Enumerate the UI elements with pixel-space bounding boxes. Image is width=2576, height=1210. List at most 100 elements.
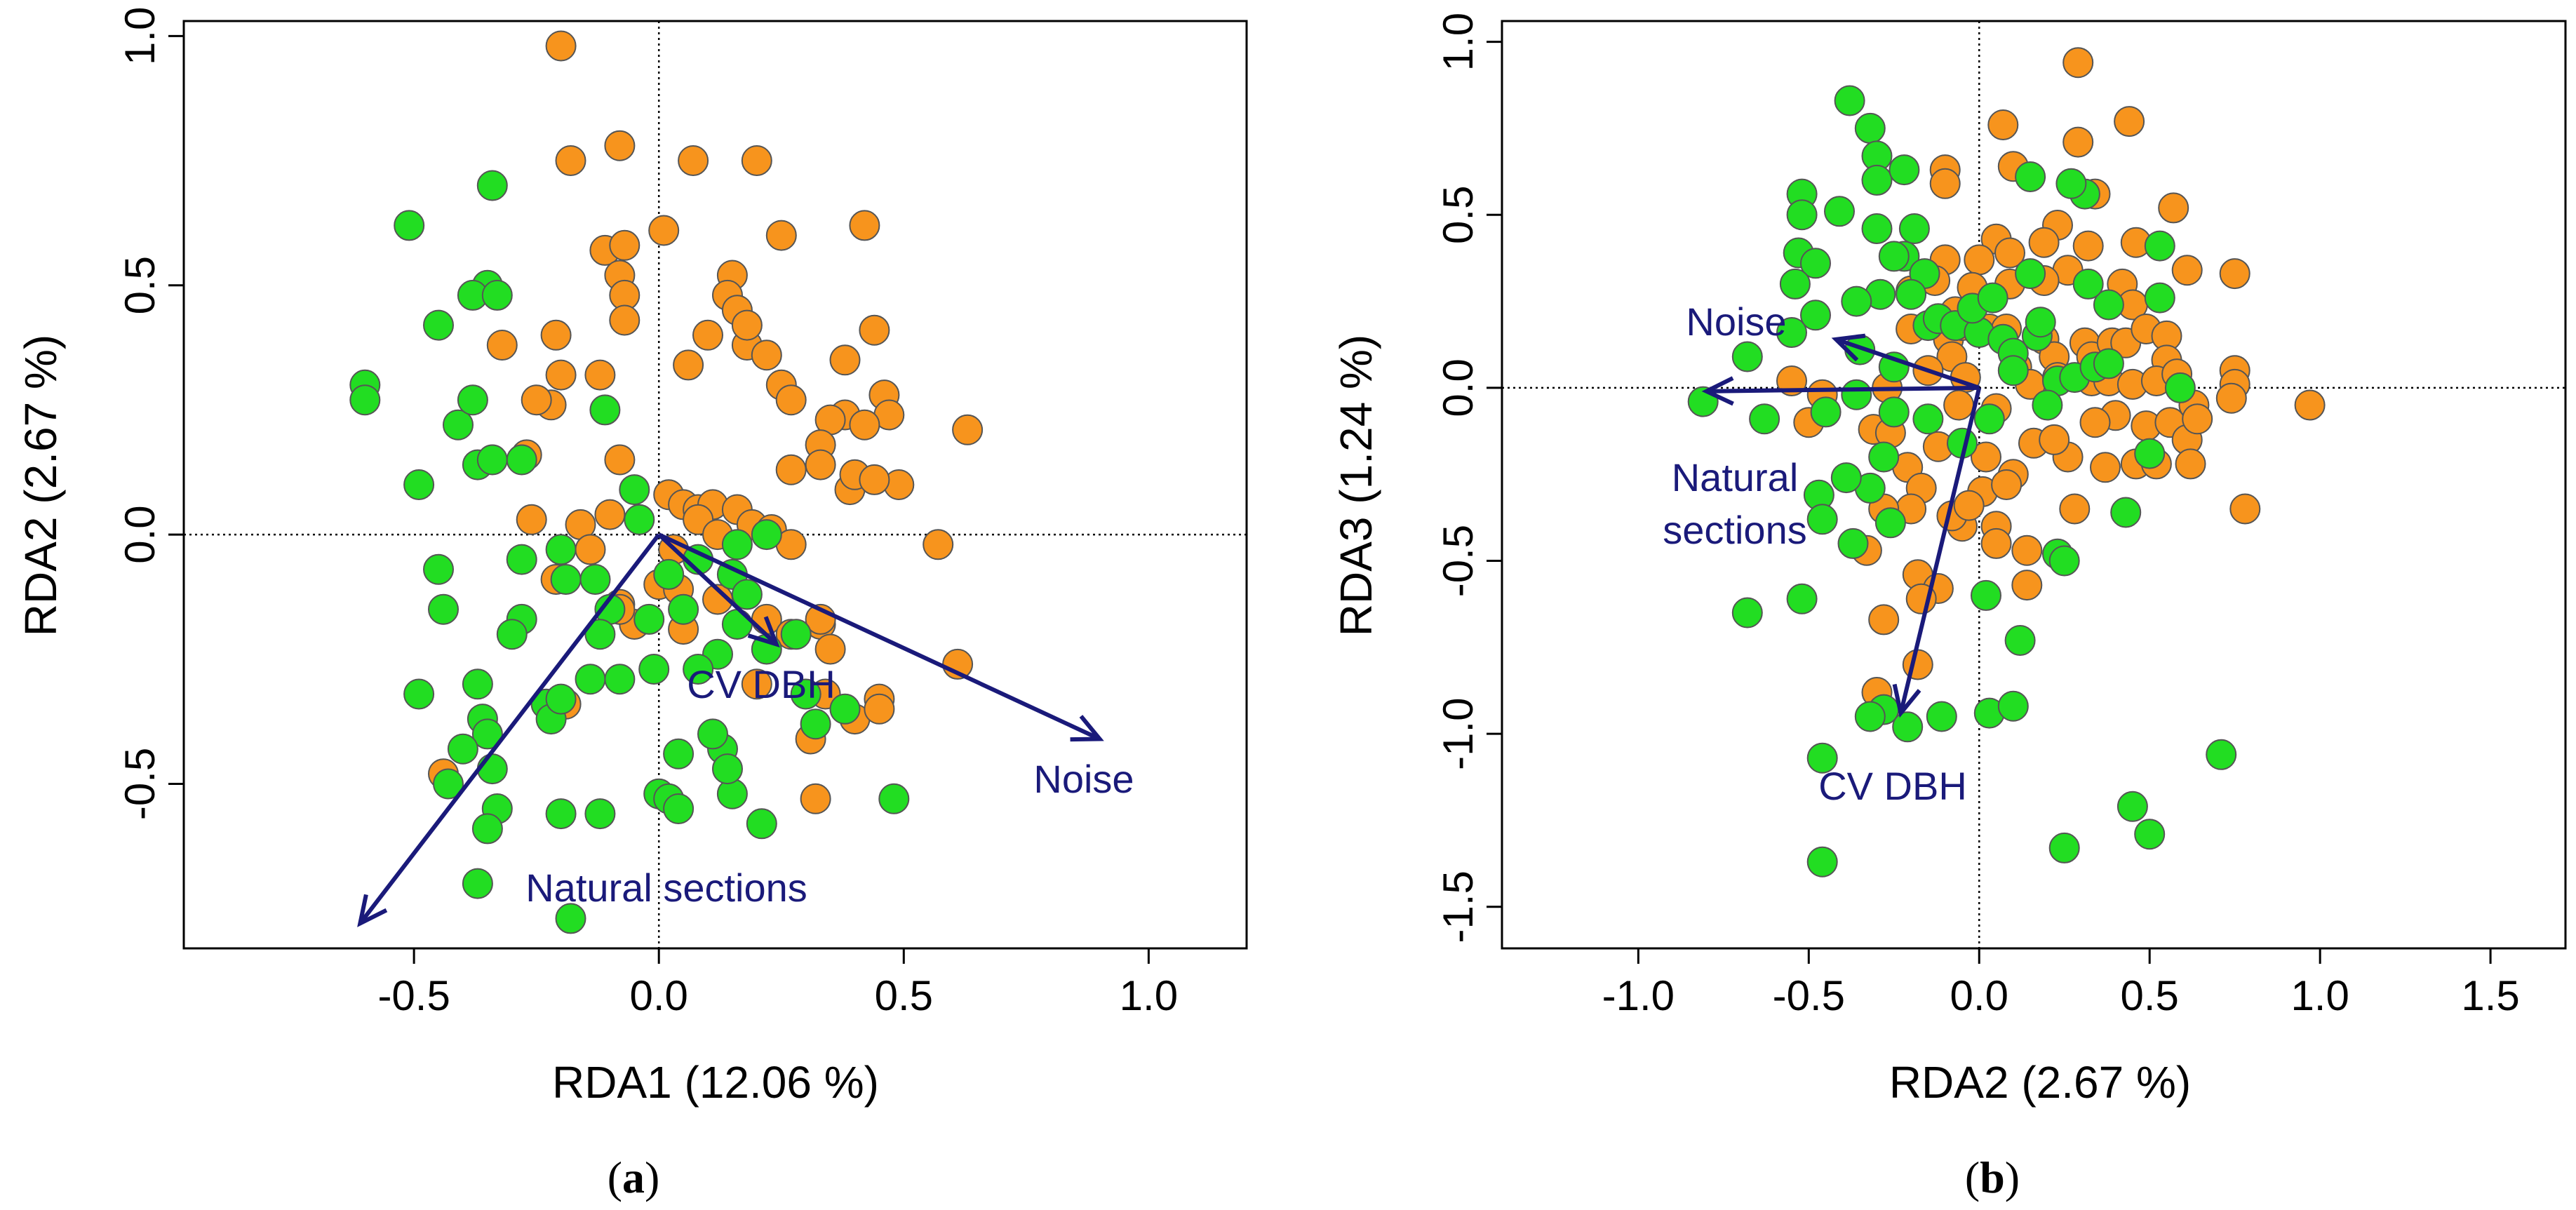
green-point: [2093, 289, 2124, 321]
green-point: [2015, 161, 2046, 192]
green-point: [1841, 285, 1872, 317]
green-point: [457, 384, 488, 416]
green-point: [1731, 341, 1763, 372]
green-point: [1973, 403, 2005, 435]
green-point: [584, 798, 616, 830]
green-point: [2032, 389, 2063, 421]
x-tick-label: 0.0: [630, 972, 688, 1019]
panel-a-letter: a: [622, 1152, 645, 1202]
arrowhead-cv-dbh: [1892, 683, 1921, 718]
green-point: [1997, 355, 2029, 386]
orange-point: [2182, 403, 2213, 435]
panel-a-plot-frame: [182, 20, 1248, 950]
panel-b-x-axis-title: RDA2 (2.67 %): [1889, 1057, 2191, 1108]
orange-point: [775, 454, 807, 485]
arrow-noise: [1835, 337, 1980, 390]
orange-point: [775, 384, 807, 416]
y-tick-label: -1.5: [1435, 870, 1482, 943]
green-point: [1861, 164, 1893, 196]
green-point: [2134, 819, 2166, 850]
arrowhead-natural-sections: [357, 894, 388, 927]
green-point: [1806, 846, 1838, 878]
green-point: [462, 868, 493, 899]
orange-point: [2229, 493, 2261, 525]
orange-point: [2072, 230, 2104, 262]
green-point: [1854, 112, 1886, 144]
orange-point: [805, 449, 836, 480]
green-point: [476, 753, 508, 785]
green-point: [1926, 701, 1957, 732]
arrow-label-cv-dbh: CV DBH: [687, 662, 836, 706]
green-point: [2206, 739, 2237, 770]
orange-point: [584, 359, 616, 391]
green-point: [423, 309, 454, 341]
y-tick-label: 0.0: [1435, 358, 1482, 417]
orange-point: [1868, 604, 1900, 636]
x-tick-label: -1.0: [1602, 972, 1675, 1019]
green-point: [1868, 441, 1900, 473]
orange-point: [1953, 490, 1985, 521]
green-point: [780, 619, 812, 650]
orange-point: [702, 584, 733, 615]
green-point: [433, 768, 464, 800]
green-point: [545, 798, 577, 830]
orange-point: [864, 693, 895, 725]
arrow-cv-dbh: [657, 532, 778, 646]
green-point: [1889, 154, 1920, 186]
green-point: [1786, 199, 1818, 231]
green-point: [2048, 545, 2080, 577]
green-point: [2164, 372, 2196, 403]
panel-a-label: (a): [608, 1152, 660, 1202]
orange-point: [1994, 237, 2025, 269]
green-point: [2015, 258, 2046, 290]
panel-b-chart: Noise Natural sections CV DBH -1.0 -0.5 0.…: [1331, 13, 2567, 1202]
orange-point: [1991, 469, 2022, 500]
orange-point: [2171, 255, 2203, 286]
green-point: [471, 813, 503, 845]
orange-point: [2294, 389, 2326, 421]
green-point: [349, 384, 381, 416]
orange-point: [604, 444, 636, 476]
arrowhead-noise: [1831, 333, 1866, 362]
orange-point: [521, 384, 552, 416]
panel-b-y-axis-title: RDA3 (1.24 %): [1331, 335, 1381, 636]
orange-point: [540, 319, 572, 351]
green-point: [746, 808, 777, 840]
green-point: [604, 664, 636, 695]
green-point: [751, 519, 782, 551]
orange-point: [1964, 244, 1995, 276]
green-point: [584, 619, 616, 650]
orange-point: [741, 668, 772, 700]
orange-point: [952, 414, 984, 445]
green-point: [1997, 690, 2029, 722]
green-point: [663, 793, 695, 824]
green-point: [506, 544, 537, 575]
green-point: [1776, 317, 1807, 348]
orange-point: [1943, 389, 1975, 421]
panel-a-chart: Noise CV DBH Natural sections -0.5 0.0 0.5…: [15, 7, 1248, 1202]
green-point: [2048, 832, 2080, 863]
orange-point: [1971, 441, 2001, 473]
green-point: [1977, 282, 2008, 314]
x-tick-label: 1.0: [2290, 972, 2349, 1019]
orange-point: [849, 210, 880, 241]
green-point: [1834, 85, 1865, 116]
green-point: [476, 444, 508, 476]
green-point: [638, 654, 670, 685]
x-tick-label: -0.5: [377, 972, 450, 1019]
green-point: [2093, 348, 2124, 379]
green-point: [790, 678, 821, 710]
green-point: [1854, 701, 1886, 732]
green-point: [721, 609, 753, 640]
green-point: [423, 553, 454, 585]
orange-point: [2158, 192, 2189, 224]
green-point: [403, 469, 435, 500]
green-point: [2055, 168, 2087, 199]
green-point: [555, 903, 586, 934]
orange-point: [751, 340, 782, 371]
orange-point: [2062, 126, 2094, 158]
green-point: [506, 444, 537, 476]
orange-point: [2215, 382, 2247, 414]
green-point: [1878, 241, 1910, 272]
green-point: [1810, 396, 1842, 428]
